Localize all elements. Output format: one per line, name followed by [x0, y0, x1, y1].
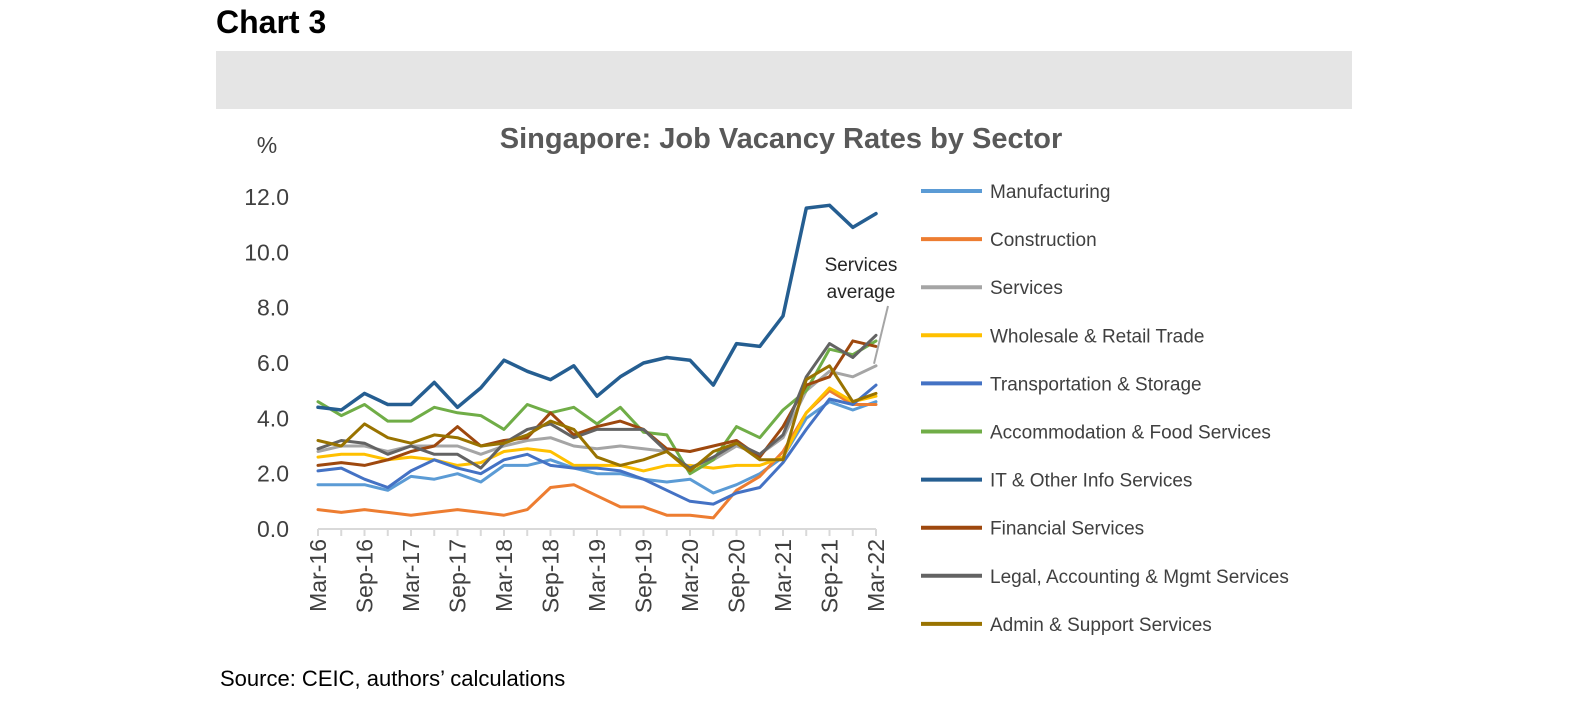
legend-label: Admin & Support Services	[990, 615, 1212, 636]
chart-heading: Chart 3	[216, 4, 327, 40]
x-axis: Mar-16 Sep-16 Mar-17 Sep-17 Mar-18 Sep-18 Mar-…	[305, 528, 889, 613]
y-tick-label: 6.0	[257, 350, 289, 376]
legend-label: Legal, Accounting & Mgmt Services	[990, 567, 1289, 588]
y-tick-label: 4.0	[257, 405, 289, 431]
x-tick-label: Sep-16	[352, 539, 378, 613]
x-tick-label: Mar-19	[584, 539, 610, 612]
header-band	[216, 51, 1352, 109]
x-tick-label: Sep-17	[445, 539, 471, 613]
annotation-line-2: average	[827, 282, 896, 303]
y-tick-label: 0.0	[257, 516, 289, 542]
x-tick-label: Mar-20	[677, 539, 703, 612]
y-tick-label: 2.0	[257, 461, 289, 487]
legend-label: Financial Services	[990, 519, 1144, 540]
x-tick-label: Sep-21	[817, 539, 843, 613]
series-line-financial-services	[316, 339, 878, 467]
series-line-it-other-info-services	[316, 203, 878, 412]
annotation-leader-line	[873, 305, 889, 365]
source-note: Source: CEIC, authors’ calculations	[220, 666, 566, 691]
x-tick-label: Mar-21	[770, 539, 796, 612]
annotation-line-1: Services	[825, 255, 898, 276]
x-tick-label: Mar-22	[863, 539, 889, 612]
legend-label: IT & Other Info Services	[990, 471, 1192, 492]
y-axis-unit: %	[257, 132, 277, 158]
y-tick-label: 8.0	[257, 295, 289, 321]
services-average-annotation: Services average	[825, 255, 898, 365]
x-tick-label: Sep-19	[631, 539, 657, 613]
series-lines	[316, 203, 878, 520]
legend-label: Services	[990, 278, 1063, 299]
x-tick-label: Mar-17	[398, 539, 424, 612]
y-axis: 0.0 2.0 4.0 6.0 8.0 10.0 12.0	[244, 184, 289, 542]
x-tick-label: Sep-20	[724, 539, 750, 613]
legend-label: Transportation & Storage	[990, 374, 1202, 395]
series-line-transportation-storage	[316, 383, 878, 506]
legend-label: Manufacturing	[990, 182, 1110, 203]
chart-title: Singapore: Job Vacancy Rates by Sector	[500, 123, 1062, 155]
y-tick-label: 10.0	[244, 239, 289, 265]
x-tick-label: Mar-18	[491, 539, 517, 612]
legend: Manufacturing Construction Services Wholesa…	[921, 182, 1289, 636]
series-line-admin-support-services	[316, 364, 878, 473]
y-tick-label: 12.0	[244, 184, 289, 210]
legend-label: Construction	[990, 230, 1097, 251]
legend-label: Accommodation & Food Services	[990, 423, 1271, 444]
series-line-services	[316, 364, 878, 470]
legend-label: Wholesale & Retail Trade	[990, 326, 1204, 347]
series-line-construction	[316, 389, 878, 520]
series-line-legal-accounting-mgmt-services	[316, 333, 878, 470]
x-tick-label: Mar-16	[305, 539, 331, 612]
series-line-accommodation-food-services	[316, 339, 878, 476]
x-tick-label: Sep-18	[538, 539, 564, 613]
